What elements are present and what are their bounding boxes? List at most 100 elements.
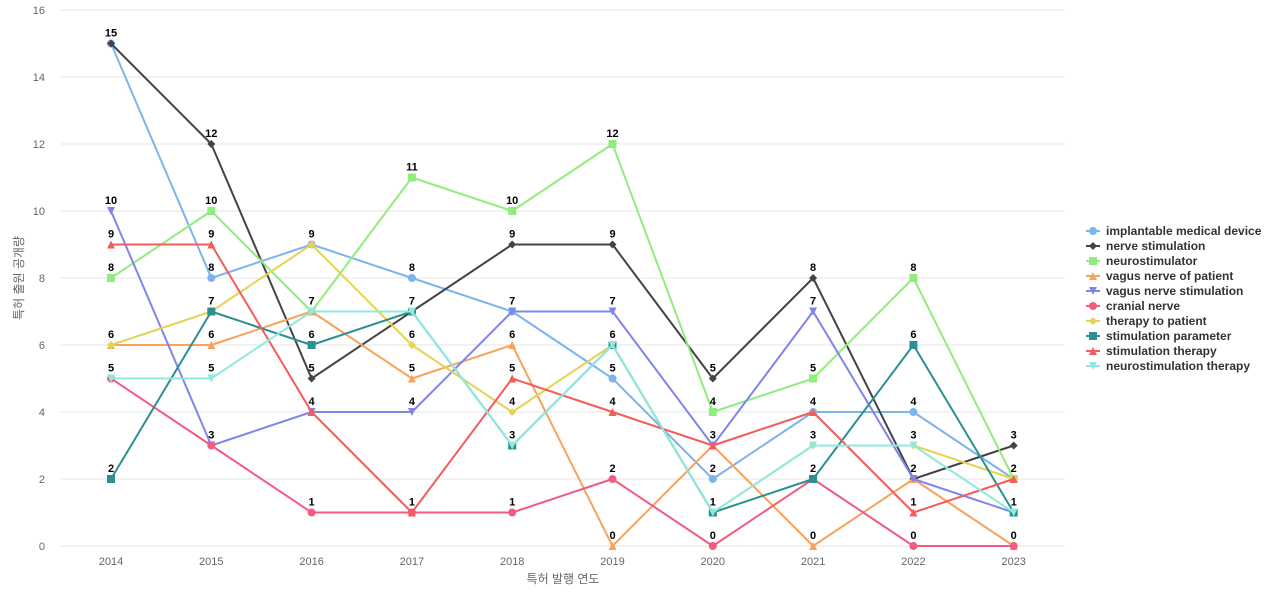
series-3-point-2021[interactable] <box>809 542 818 550</box>
series-0-point-2020[interactable] <box>708 475 717 483</box>
series-3-point-2019[interactable] <box>608 542 617 550</box>
y-tick-label-10: 10 <box>33 206 45 218</box>
x-tick-label-2014: 2014 <box>99 556 123 568</box>
series-8-point-2016[interactable] <box>307 408 316 416</box>
series-7-point-2022[interactable] <box>909 341 918 349</box>
legend-item-8[interactable]: stimulation therapy <box>1086 344 1217 358</box>
series-9-point-2015[interactable] <box>207 374 216 383</box>
series-8-point-2015[interactable] <box>207 240 216 249</box>
legend-item-2[interactable]: neurostimulator <box>1086 254 1198 268</box>
data-label-2023-2: 2 <box>1011 463 1017 475</box>
series-9-point-2022[interactable] <box>909 441 918 450</box>
series-7-point-2016[interactable] <box>307 341 316 349</box>
series-9-point-2023[interactable] <box>1009 508 1018 517</box>
series-6-point-2018[interactable] <box>508 408 517 416</box>
series-2-point-2017[interactable] <box>407 173 416 182</box>
series-2-point-2021[interactable] <box>809 374 818 383</box>
data-label-2016-1: 1 <box>309 497 315 509</box>
data-label-2019-0: 0 <box>609 530 615 542</box>
series-1-point-2014[interactable] <box>107 39 115 48</box>
series-line-1[interactable] <box>110 42 1015 480</box>
series-7-point-2021[interactable] <box>809 475 818 483</box>
series-9-point-2014[interactable] <box>107 374 115 383</box>
legend-item-1[interactable]: nerve stimulation <box>1086 239 1205 253</box>
series-5-point-2015[interactable] <box>207 441 216 450</box>
series-2-point-2014[interactable] <box>107 274 115 282</box>
series-1-point-2023[interactable] <box>1009 441 1018 450</box>
legend-item-4[interactable]: vagus nerve stimulation <box>1086 284 1243 298</box>
series-4-point-2022[interactable] <box>909 475 918 483</box>
series-1-point-2019[interactable] <box>608 240 617 249</box>
series-2-point-2020[interactable] <box>708 408 717 416</box>
series-8-point-2014[interactable] <box>107 240 115 249</box>
legend-item-0[interactable]: implantable medical device <box>1086 224 1262 238</box>
series-4-point-2018[interactable] <box>508 307 517 316</box>
data-label-2017-1: 1 <box>409 497 415 509</box>
legend-swatch-marker-2 <box>1089 257 1097 265</box>
series-8-point-2019[interactable] <box>608 408 617 416</box>
series-3-point-2017[interactable] <box>407 374 416 383</box>
series-8-point-2022[interactable] <box>909 508 918 517</box>
series-7-point-2015[interactable] <box>207 307 216 316</box>
series-9-point-2016[interactable] <box>307 307 316 316</box>
series-line-2[interactable] <box>110 143 1015 480</box>
series-6-point-2017[interactable] <box>407 341 416 349</box>
series-9-point-2018[interactable] <box>508 441 517 450</box>
series-9-point-2021[interactable] <box>809 441 818 450</box>
series-5-point-2018[interactable] <box>508 508 517 517</box>
series-4-point-2014[interactable] <box>107 207 115 215</box>
series-6-point-2016[interactable] <box>307 240 316 249</box>
data-label-2018-6: 6 <box>509 329 515 341</box>
series-8-point-2023[interactable] <box>1009 475 1018 483</box>
legend-item-9[interactable]: neurostimulation therapy <box>1086 359 1250 373</box>
series-2-point-2022[interactable] <box>909 274 918 282</box>
series-line-9[interactable] <box>111 310 1015 514</box>
series-0-point-2019[interactable] <box>608 374 617 383</box>
data-label-2021-2: 2 <box>810 463 816 475</box>
legend-item-6[interactable]: therapy to patient <box>1086 314 1207 328</box>
series-0-point-2022[interactable] <box>909 408 918 416</box>
legend-item-7[interactable]: stimulation parameter <box>1086 329 1232 343</box>
series-4-point-2017[interactable] <box>407 408 416 416</box>
x-tick-label-2023: 2023 <box>1001 556 1025 568</box>
series-4-point-2021[interactable] <box>809 307 818 316</box>
y-tick-label-0: 0 <box>39 541 45 553</box>
series-1-point-2020[interactable] <box>708 374 717 383</box>
series-9-point-2019[interactable] <box>608 341 617 349</box>
series-line-6[interactable] <box>110 243 1015 514</box>
series-5-point-2023[interactable] <box>1009 542 1018 550</box>
series-3-point-2015[interactable] <box>207 341 216 349</box>
series-5-point-2020[interactable] <box>708 542 717 550</box>
series-line-5[interactable] <box>110 377 1014 547</box>
series-5-point-2022[interactable] <box>909 542 918 550</box>
series-0-point-2015[interactable] <box>207 274 216 282</box>
series-5-point-2019[interactable] <box>608 475 617 483</box>
series-8-point-2020[interactable] <box>708 441 717 450</box>
series-0-point-2017[interactable] <box>407 274 416 282</box>
x-tick-label-2022: 2022 <box>901 556 925 568</box>
series-8-point-2017[interactable] <box>407 508 416 517</box>
series-line-3[interactable] <box>111 310 1015 547</box>
series-1-point-2015[interactable] <box>207 140 216 148</box>
series-8-point-2021[interactable] <box>809 408 818 416</box>
data-label-2017-5: 5 <box>409 363 415 375</box>
series-8-point-2018[interactable] <box>508 374 517 383</box>
series-1-point-2021[interactable] <box>809 274 818 282</box>
series-2-point-2015[interactable] <box>207 207 216 215</box>
legend-item-5[interactable]: cranial nerve <box>1086 299 1180 313</box>
series-line-0[interactable] <box>110 43 1015 480</box>
series-1-point-2018[interactable] <box>508 240 517 249</box>
series-line-4[interactable] <box>110 210 1015 514</box>
series-6-point-2014[interactable] <box>107 341 115 349</box>
series-7-point-2014[interactable] <box>107 475 115 483</box>
series-9-point-2020[interactable] <box>708 508 717 517</box>
series-2-point-2018[interactable] <box>508 207 517 215</box>
series-2-point-2019[interactable] <box>608 140 617 148</box>
data-label-2020-4: 4 <box>710 396 717 408</box>
series-4-point-2019[interactable] <box>608 307 617 316</box>
series-5-point-2016[interactable] <box>307 508 316 517</box>
legend-item-3[interactable]: vagus nerve of patient <box>1086 269 1233 283</box>
series-3-point-2018[interactable] <box>508 341 517 349</box>
series-1-point-2016[interactable] <box>307 374 316 383</box>
series-9-point-2017[interactable] <box>407 307 416 316</box>
